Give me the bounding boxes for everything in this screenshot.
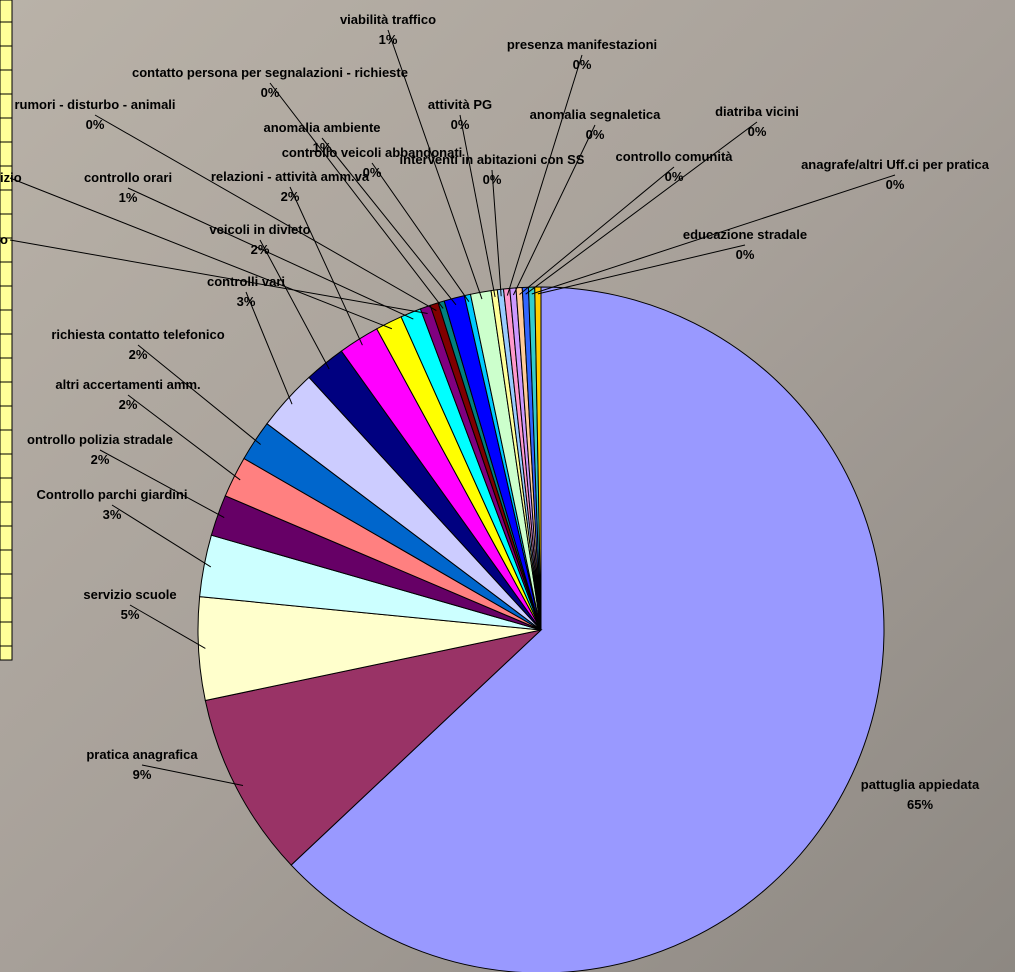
leader-line: [127, 394, 241, 481]
slice-label: richiesta contatto telefonico: [51, 327, 224, 342]
slice-label: veicoli in divieto: [209, 222, 310, 237]
leader-line: [129, 604, 206, 649]
slice-value-label: 0%: [261, 85, 280, 100]
side-table: [0, 0, 13, 661]
leader-line: [111, 504, 212, 568]
slice-label: o: [0, 232, 8, 247]
slice-label: ontrollo polizia stradale: [27, 432, 173, 447]
slice-value-label: 1%: [119, 190, 138, 205]
slice-label: pattuglia appiedata: [861, 777, 980, 792]
slice-value-label: 9%: [133, 767, 152, 782]
slice-value-label: 0%: [573, 57, 592, 72]
slice-label: anomalia ambiente: [263, 120, 380, 135]
slice-value-label: 0%: [736, 247, 755, 262]
slice-label: Controllo parchi giardini: [37, 487, 188, 502]
slice-value-label: 0%: [586, 127, 605, 142]
slice-value-label: 2%: [91, 452, 110, 467]
leader-line: [519, 166, 675, 295]
leader-line: [137, 344, 261, 445]
slice-value-label: 0%: [451, 117, 470, 132]
slice-value-label: 0%: [748, 124, 767, 139]
slice-label: controllo comunità: [616, 149, 734, 164]
slice-label: contatto persona per segnalazioni - rich…: [132, 65, 408, 80]
leader-line: [245, 291, 293, 405]
leader-line: [269, 82, 444, 309]
leader-line: [506, 54, 583, 296]
slice-value-label: 1%: [379, 32, 398, 47]
slice-value-label: 0%: [363, 165, 382, 180]
slice-label: presenza manifestazioni: [507, 37, 657, 52]
slice-value-label: 2%: [129, 347, 148, 362]
leader-line: [141, 764, 244, 787]
leader-line: [459, 114, 496, 298]
leader-line: [259, 239, 330, 370]
leader-line: [525, 121, 758, 295]
slice-label: servizio scuole: [83, 587, 176, 602]
slice-value-label: 2%: [119, 397, 138, 412]
slice-label: diatriba vicini: [715, 104, 799, 119]
slice-label: controllo veicoli abbandonati: [282, 145, 463, 160]
slice-label: pratica anagrafica: [86, 747, 198, 762]
slice-label: izio: [0, 170, 22, 185]
slice-value-label: 3%: [237, 294, 256, 309]
slice-label: interventi in abitazioni con SS: [400, 152, 585, 167]
side-table-rows: [0, 21, 12, 647]
slice-value-label: 65%: [907, 797, 933, 812]
slice-value-label: 0%: [665, 169, 684, 184]
slice-label: anomalia segnaletica: [530, 107, 662, 122]
slice-label: altri accertamenti amm.: [55, 377, 200, 392]
slice-value-label: 1%: [313, 140, 332, 155]
pie-slice: [290, 286, 885, 972]
slice-value-label: 3%: [103, 507, 122, 522]
slice-value-label: 2%: [251, 242, 270, 257]
leader-line: [289, 186, 363, 346]
pie-slice: [204, 629, 543, 866]
slice-label: educazione stradale: [683, 227, 807, 242]
leader-line: [491, 169, 502, 297]
leader-line: [531, 174, 896, 295]
slice-label: viabilità traffico: [340, 12, 436, 27]
leader-line: [537, 244, 746, 295]
slice-value-label: 5%: [121, 607, 140, 622]
slice-value-label: 2%: [281, 189, 300, 204]
leader-line: [94, 114, 437, 311]
leader-line: [321, 137, 457, 306]
leader-line: [9, 239, 428, 315]
leader-line: [99, 449, 225, 519]
slice-label: controllo orari: [84, 170, 172, 185]
leader-line: [371, 162, 470, 302]
leader-line: [387, 29, 483, 300]
leader-line: [512, 124, 596, 296]
slice-value-label: 0%: [483, 172, 502, 187]
slice-label: relazioni - attività amm.va: [211, 169, 370, 184]
slice-label: attività PG: [428, 97, 492, 112]
slice-label: anagrafe/altri Uff.ci per pratica: [801, 157, 990, 172]
slice-value-label: 0%: [886, 177, 905, 192]
slice-value-label: 0%: [86, 117, 105, 132]
leader-line: [127, 187, 414, 320]
leader-line: [9, 177, 393, 330]
slice-label: rumori - disturbo - animali: [14, 97, 175, 112]
